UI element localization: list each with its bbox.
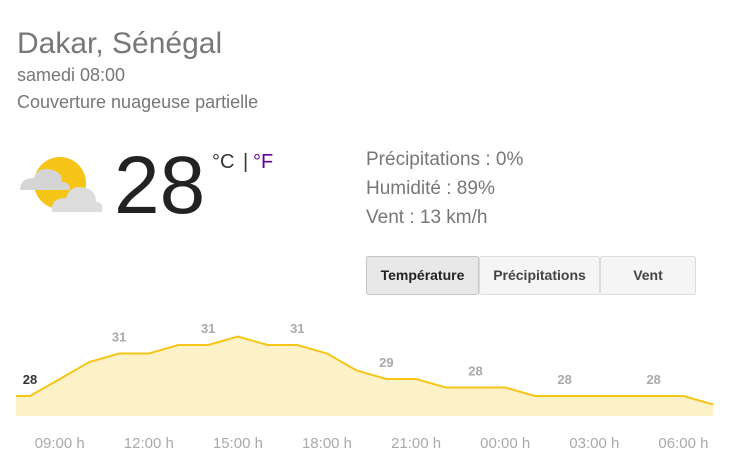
time: samedi 08:00 <box>17 65 125 85</box>
unit-fahrenheit[interactable]: °F <box>253 151 273 173</box>
tab[interactable] <box>600 256 696 295</box>
x-tick-label: 00:00 h <box>480 435 530 452</box>
value-label: 31 <box>112 330 126 345</box>
value-label: 28 <box>646 372 660 387</box>
detail: Vent : 13 km/h <box>366 207 487 228</box>
x-tick-label: 03:00 h <box>569 435 619 452</box>
current-temperature: 28 <box>114 140 205 231</box>
x-tick-label: 12:00 h <box>124 435 174 452</box>
x-tick-label: 18:00 h <box>302 435 352 452</box>
x-tick-label: 09:00 h <box>35 435 85 452</box>
temperature-area <box>16 336 714 416</box>
detail: Précipitations : 0% <box>366 149 523 170</box>
value-label: 28 <box>23 372 37 387</box>
x-tick-label: 21:00 h <box>391 435 441 452</box>
value-label: 31 <box>290 321 304 336</box>
tab[interactable] <box>366 256 479 295</box>
value-label: 28 <box>468 364 482 379</box>
tab-label[interactable]: Vent <box>633 267 663 283</box>
unit-separator: | <box>243 151 248 173</box>
detail: Humidité : 89% <box>366 178 495 199</box>
tab[interactable] <box>479 256 600 295</box>
unit-celsius[interactable]: °C <box>212 151 234 173</box>
condition: Couverture nuageuse partielle <box>17 92 258 112</box>
value-label: 28 <box>557 372 571 387</box>
value-label: 31 <box>201 321 215 336</box>
temperature-line <box>16 335 714 406</box>
tab-label[interactable]: Température <box>381 267 465 283</box>
tab-label[interactable]: Précipitations <box>493 267 586 283</box>
value-label: 29 <box>379 355 393 370</box>
x-tick-label: 15:00 h <box>213 435 263 452</box>
weather-icon <box>20 157 103 212</box>
x-tick-label: 06:00 h <box>658 435 708 452</box>
location: Dakar, Sénégal <box>17 27 222 60</box>
